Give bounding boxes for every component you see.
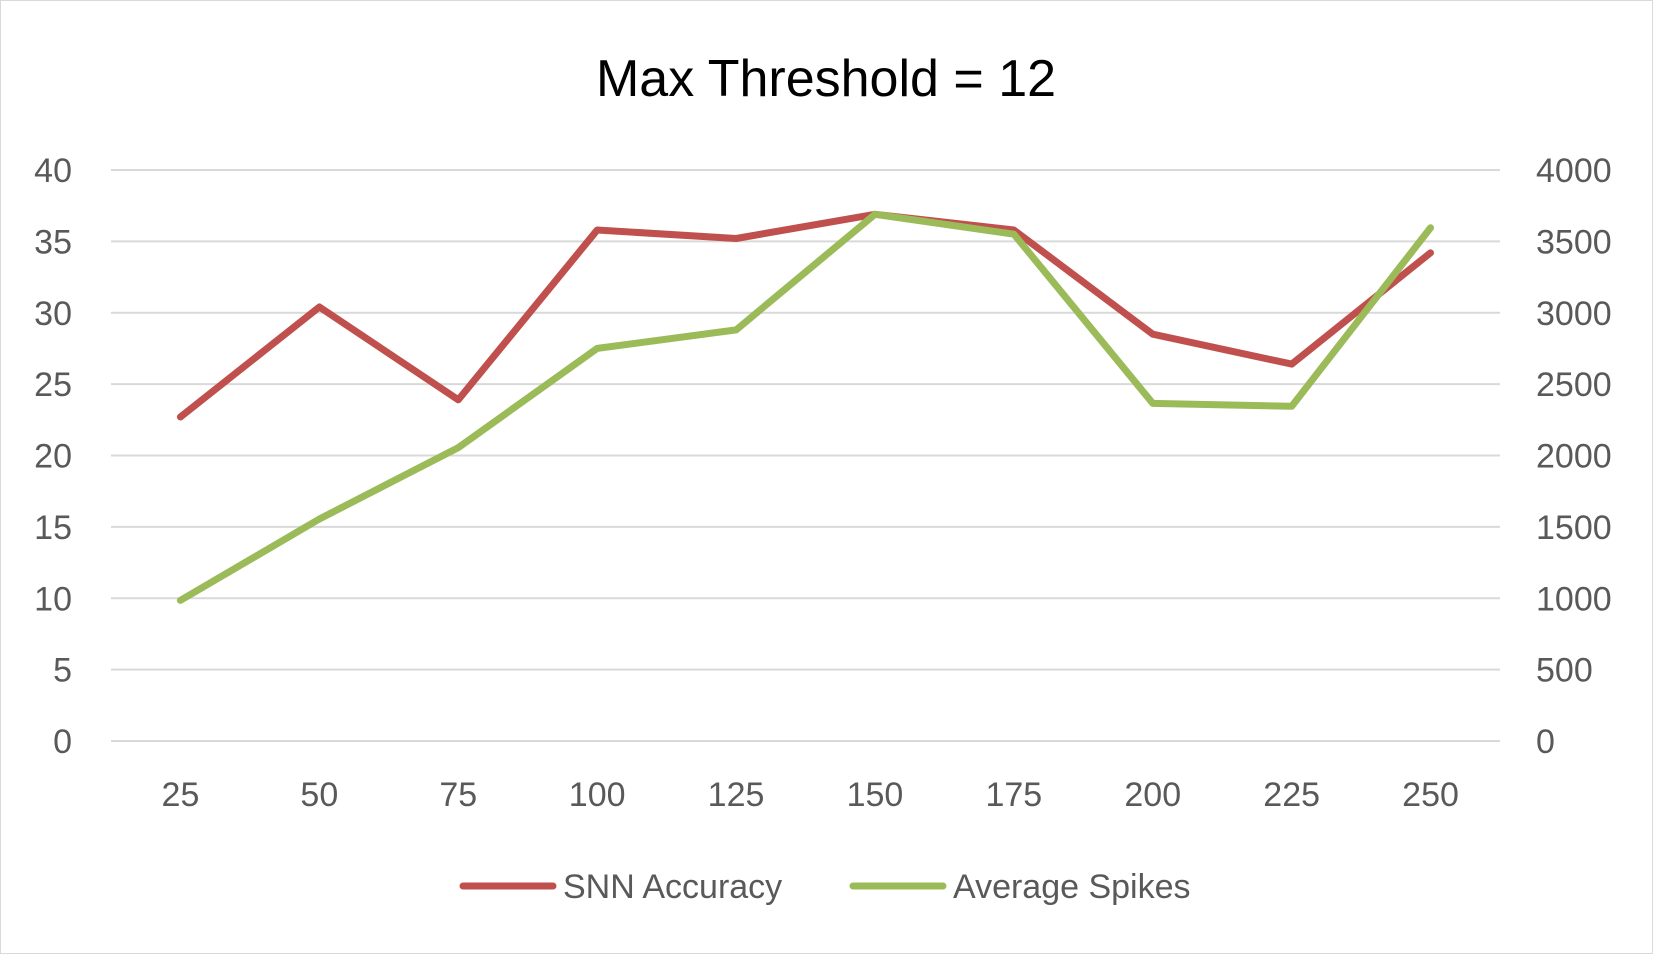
left-y-tick-label: 40 xyxy=(34,152,72,190)
left-y-tick-label: 30 xyxy=(34,295,72,333)
legend-label-snn-accuracy: SNN Accuracy xyxy=(563,868,782,906)
x-tick-label: 50 xyxy=(300,776,338,814)
right-y-tick-label: 1500 xyxy=(1536,509,1612,547)
left-y-tick-label: 0 xyxy=(53,723,72,761)
left-y-tick-label: 20 xyxy=(34,438,72,476)
legend: SNN Accuracy Average Spikes xyxy=(459,868,1191,906)
x-tick-label: 250 xyxy=(1402,776,1459,814)
x-tick-label: 225 xyxy=(1263,776,1320,814)
gridlines xyxy=(111,169,1500,742)
series-line-average-spikes xyxy=(176,210,1434,604)
right-y-tick-label: 3000 xyxy=(1536,295,1612,333)
series-layer xyxy=(176,210,1434,604)
x-tick-label: 125 xyxy=(708,776,765,814)
right-y-tick-label: 2500 xyxy=(1536,366,1612,404)
right-y-tick-label: 500 xyxy=(1536,652,1593,690)
x-tick-label: 25 xyxy=(162,776,200,814)
right-y-tick-label: 4000 xyxy=(1536,152,1612,190)
series-line-snn-accuracy xyxy=(176,210,1434,421)
right-y-axis: 0 500 1000 1500 2000 2500 3000 3500 4000 xyxy=(1536,152,1612,761)
x-axis: 25 50 75 100 125 150 175 200 225 250 xyxy=(162,776,1459,814)
left-y-tick-label: 15 xyxy=(34,509,72,547)
x-tick-label: 175 xyxy=(985,776,1042,814)
right-y-tick-label: 1000 xyxy=(1536,580,1612,618)
left-y-tick-label: 35 xyxy=(34,223,72,261)
right-y-tick-label: 2000 xyxy=(1536,438,1612,476)
x-tick-label: 200 xyxy=(1124,776,1181,814)
chart-title: Max Threshold = 12 xyxy=(596,50,1056,108)
legend-label-average-spikes: Average Spikes xyxy=(953,868,1191,906)
left-y-axis: 0 5 10 15 20 25 30 35 40 xyxy=(34,152,72,761)
left-y-tick-label: 10 xyxy=(34,580,72,618)
x-tick-label: 150 xyxy=(847,776,904,814)
right-y-tick-label: 3500 xyxy=(1536,223,1612,261)
left-y-tick-label: 5 xyxy=(53,652,72,690)
x-tick-label: 75 xyxy=(439,776,477,814)
right-y-tick-label: 0 xyxy=(1536,723,1555,761)
x-tick-label: 100 xyxy=(569,776,626,814)
left-y-tick-label: 25 xyxy=(34,366,72,404)
